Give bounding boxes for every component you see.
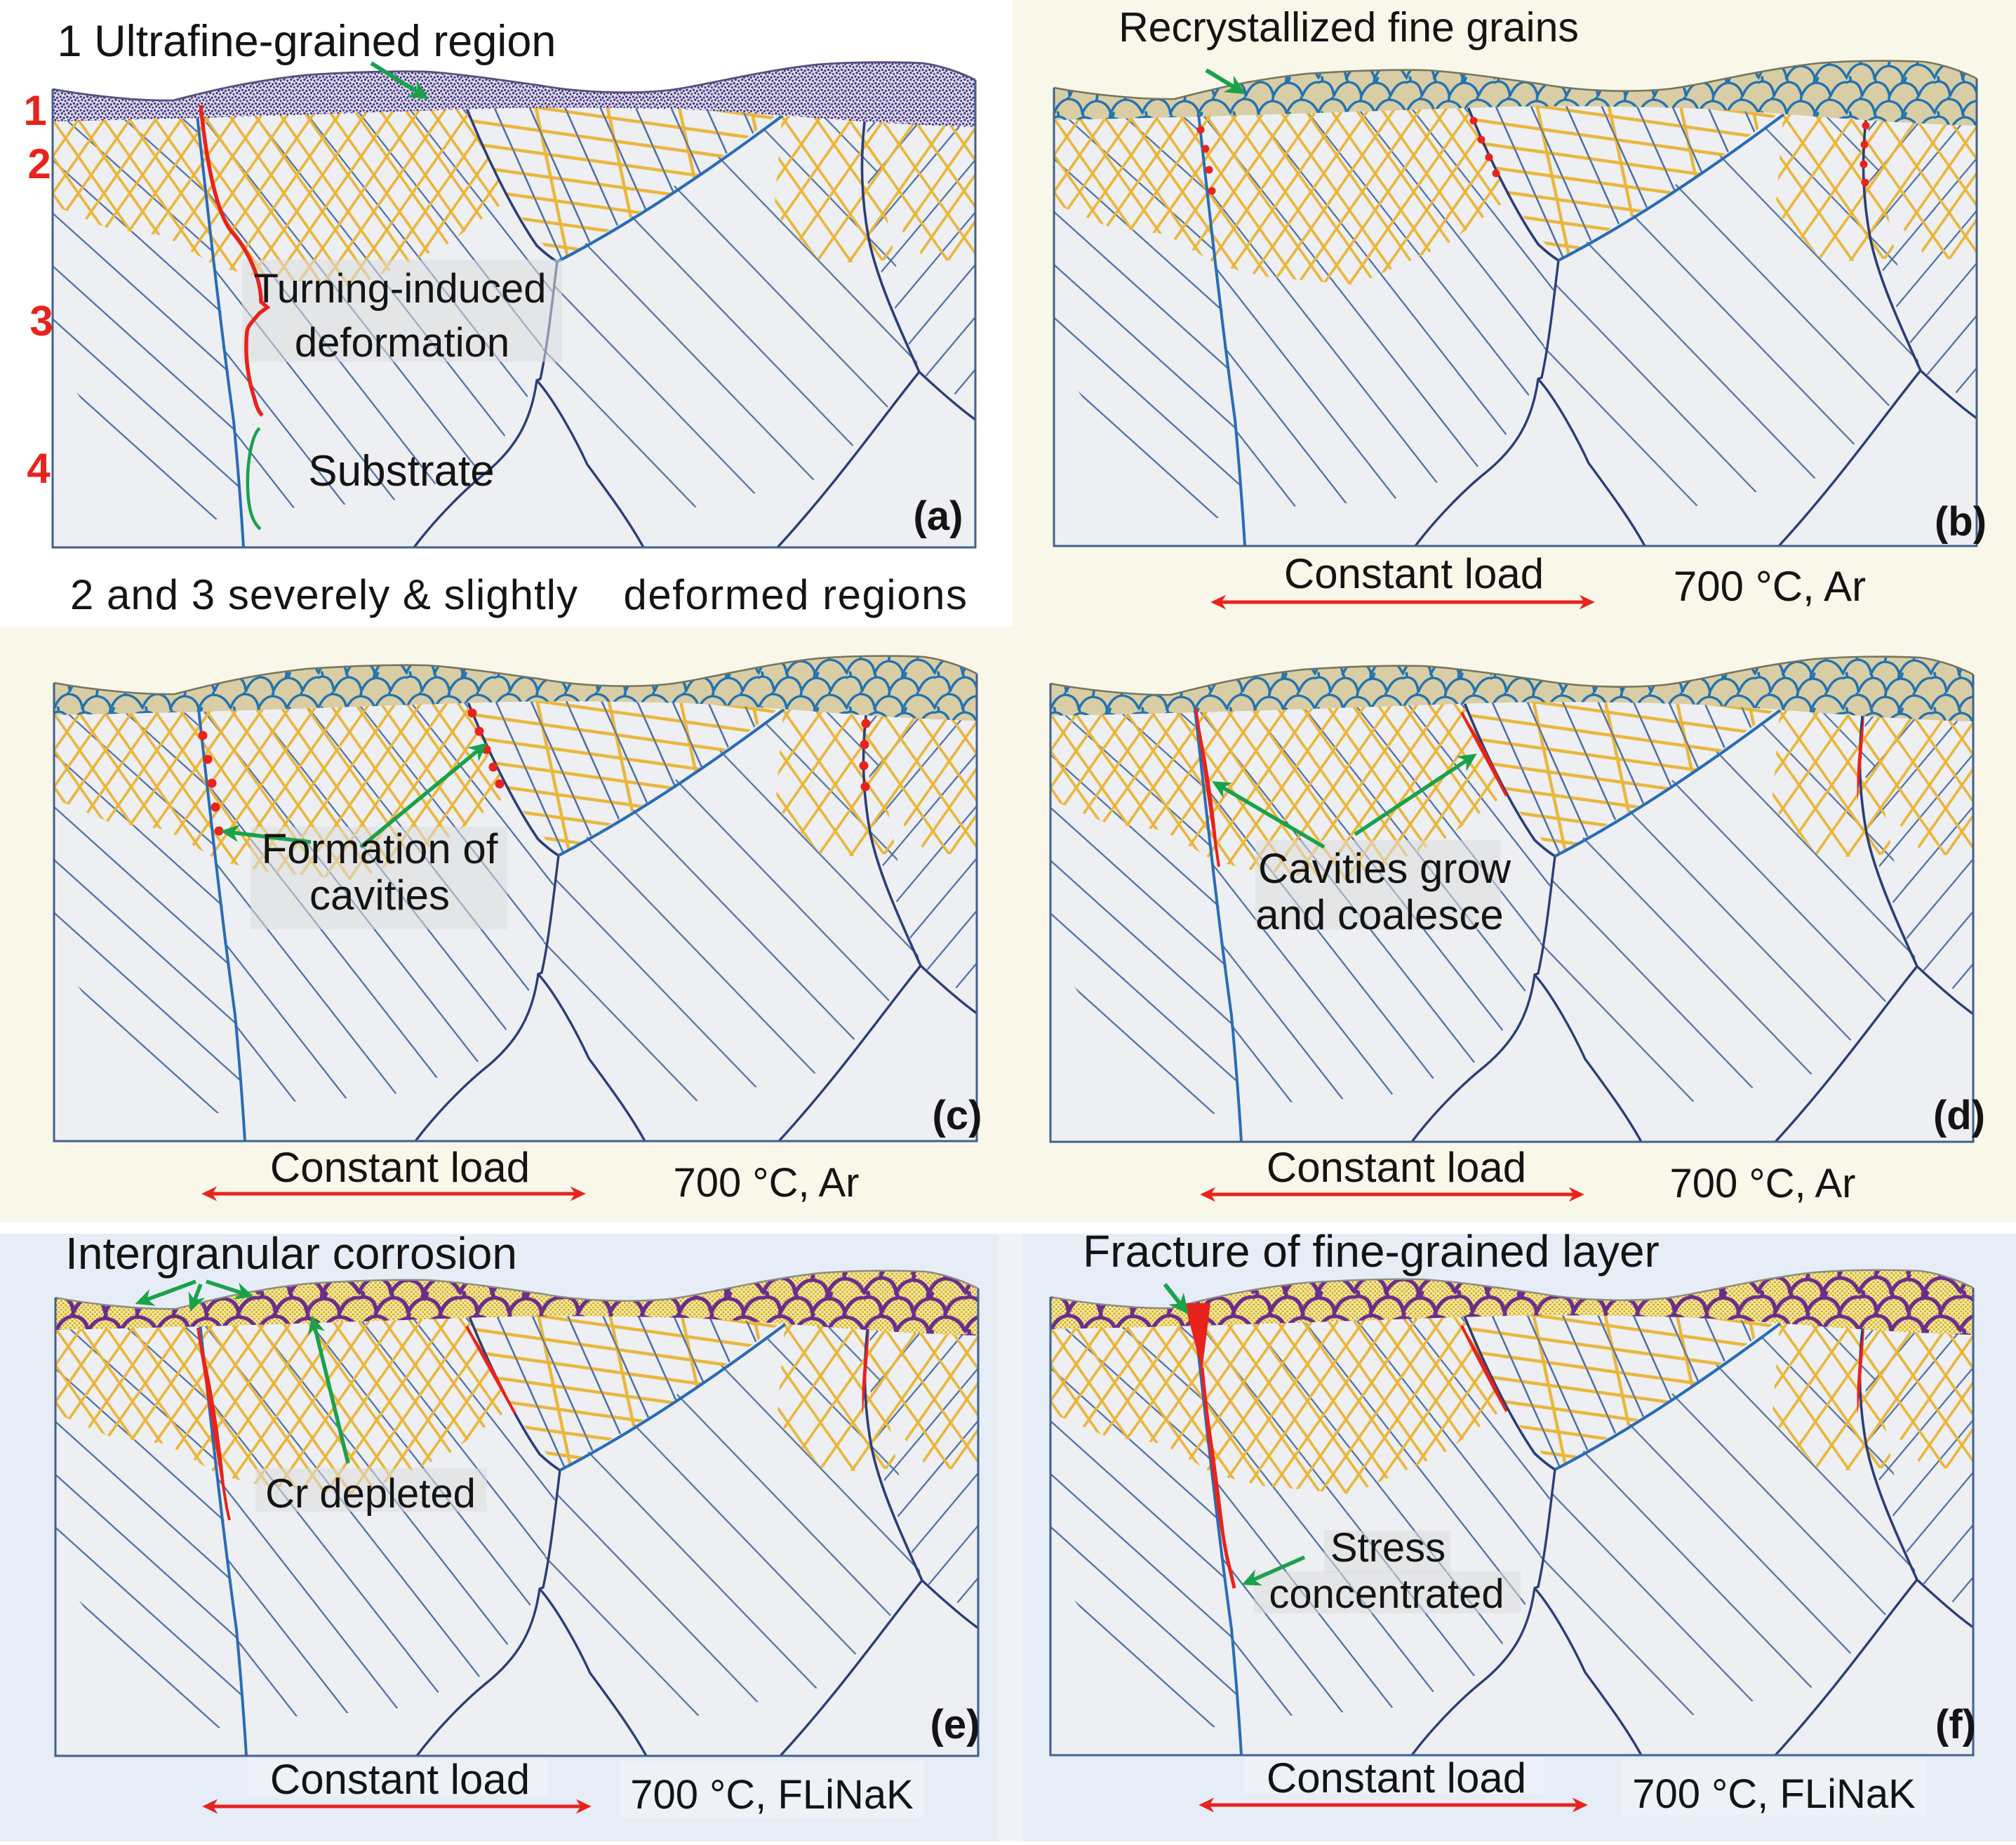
svg-text:(d): (d) (1933, 1093, 1985, 1138)
svg-text:Substrate: Substrate (308, 447, 494, 495)
svg-text:4: 4 (27, 445, 51, 492)
svg-text:(b): (b) (1935, 499, 1987, 545)
svg-text:Constant load: Constant load (1267, 1144, 1526, 1191)
svg-text:1: 1 (23, 87, 46, 134)
svg-text:Intergranular corrosion: Intergranular corrosion (65, 1228, 517, 1279)
svg-text:Stress: Stress (1330, 1525, 1446, 1571)
svg-text:Cavities grow: Cavities grow (1258, 845, 1511, 892)
svg-text:3: 3 (29, 298, 53, 345)
svg-text:Turning-induced: Turning-induced (254, 266, 547, 312)
svg-text:(e): (e) (930, 1702, 980, 1747)
svg-text:cavities: cavities (309, 872, 450, 919)
svg-text:700 °C, Ar: 700 °C, Ar (1670, 1161, 1856, 1206)
svg-text:Fracture of fine-grained layer: Fracture of fine-grained layer (1083, 1226, 1660, 1277)
svg-text:700 °C, Ar: 700 °C, Ar (1674, 563, 1866, 610)
svg-text:deformation: deformation (295, 320, 509, 366)
svg-text:2 and 3 severely & slightly: 2 and 3 severely & slightly (70, 571, 578, 618)
svg-text:(f): (f) (1935, 1702, 1976, 1747)
svg-text:2: 2 (27, 140, 51, 187)
svg-text:Constant load: Constant load (1284, 550, 1544, 597)
svg-text:(a): (a) (914, 493, 963, 539)
svg-text:700 °C, FLiNaK: 700 °C, FLiNaK (630, 1772, 914, 1818)
svg-text:deformed regions: deformed regions (624, 571, 968, 618)
svg-text:concentrated: concentrated (1269, 1571, 1504, 1617)
svg-text:Constant load: Constant load (1267, 1754, 1526, 1801)
svg-text:Constant load: Constant load (270, 1756, 530, 1803)
svg-text:Formation of: Formation of (262, 825, 498, 872)
svg-text:700 °C, Ar: 700 °C, Ar (674, 1160, 860, 1206)
svg-text:and coalesce: and coalesce (1255, 891, 1504, 938)
svg-text:1 Ultrafine-grained region: 1 Ultrafine-grained region (58, 17, 556, 66)
svg-text:Cr depleted: Cr depleted (265, 1471, 476, 1517)
svg-text:Constant load: Constant load (270, 1144, 530, 1191)
svg-text:(c): (c) (933, 1093, 982, 1138)
svg-text:Recrystallized fine grains: Recrystallized fine grains (1119, 4, 1579, 51)
svg-text:700 °C, FLiNaK: 700 °C, FLiNaK (1632, 1771, 1916, 1817)
